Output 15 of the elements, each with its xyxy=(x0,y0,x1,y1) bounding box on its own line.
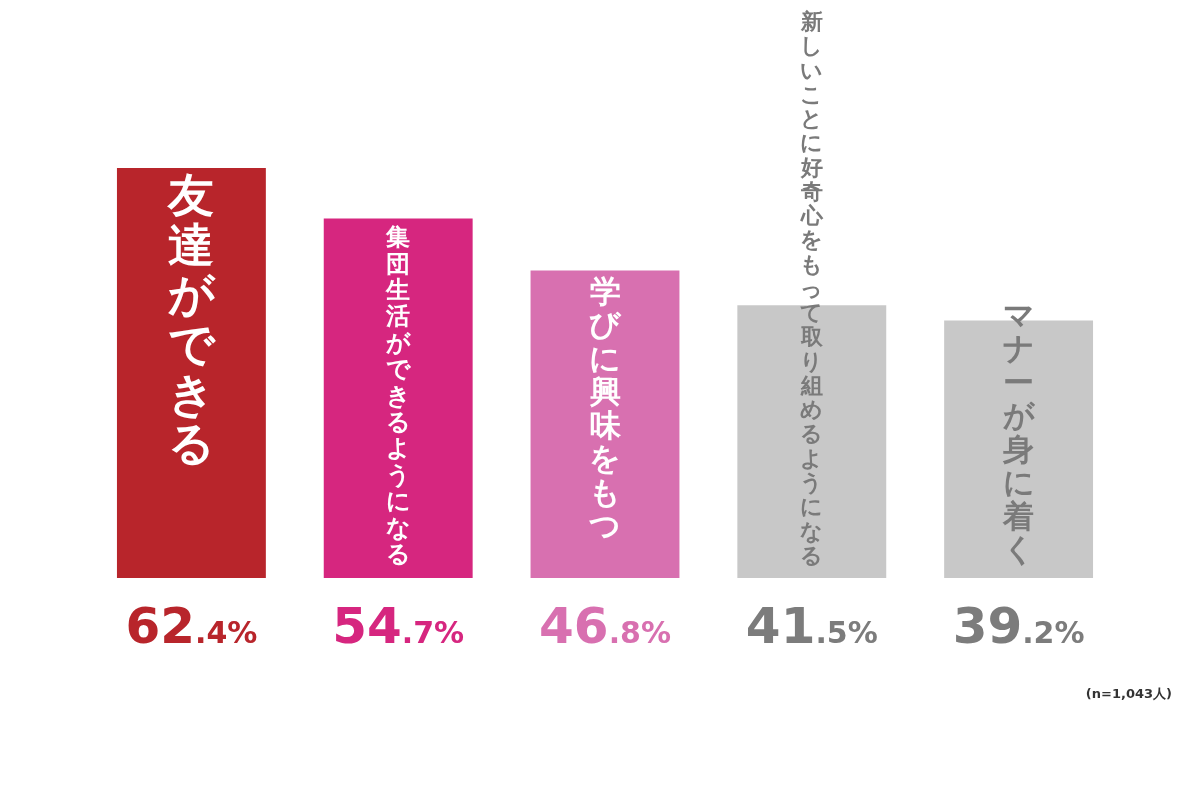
data-label: 54.7% xyxy=(332,597,465,655)
bar xyxy=(323,218,473,578)
data-label: 62.4% xyxy=(125,597,258,655)
bar xyxy=(737,305,887,578)
data-label: 39.2% xyxy=(952,597,1085,655)
x-tick-label: 学びに興味をもつ xyxy=(588,273,622,544)
category-label: 集団生活ができるようになる xyxy=(385,222,411,569)
text: (n=1,043人) xyxy=(1085,686,1172,701)
data-label: 41.5% xyxy=(745,597,878,655)
bar xyxy=(116,167,266,578)
x-tick-label: マナーが身に着く xyxy=(1002,296,1036,568)
bar xyxy=(530,270,680,578)
x-tick-label: 友達ができる xyxy=(167,167,216,471)
data-label: 46.8% xyxy=(539,597,671,655)
category-label: 新しいことに好奇心をもって取り組めるようになる xyxy=(800,8,824,568)
